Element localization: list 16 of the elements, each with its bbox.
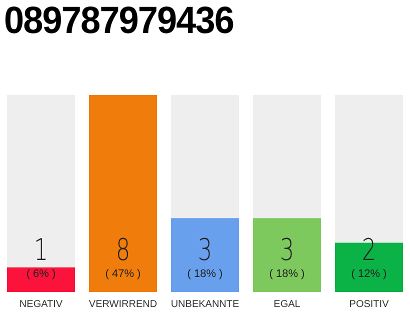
annotation: ( 6% ) — [26, 268, 56, 280]
annotation: ( 18% ) — [187, 268, 223, 280]
data-label: 3 — [280, 232, 294, 268]
x-tick-label: UNBEKANNTE — [170, 298, 240, 310]
data-label: 3 — [198, 232, 212, 268]
annotation: ( 47% ) — [105, 268, 141, 280]
annotation: ( 12% ) — [351, 268, 387, 280]
x-tick-label: EGAL — [274, 298, 301, 310]
x-tick-label: POSITIV — [349, 298, 390, 310]
annotation: ( 18% ) — [269, 268, 305, 280]
data-label: 1 — [34, 232, 48, 268]
x-tick-label: VERWIRREND — [88, 298, 158, 310]
data-label: 2 — [362, 232, 376, 268]
x-tick-label: NEGATIV — [19, 298, 63, 310]
data-label: 8 — [116, 232, 130, 268]
chart-title: 089787979436 — [4, 0, 234, 43]
